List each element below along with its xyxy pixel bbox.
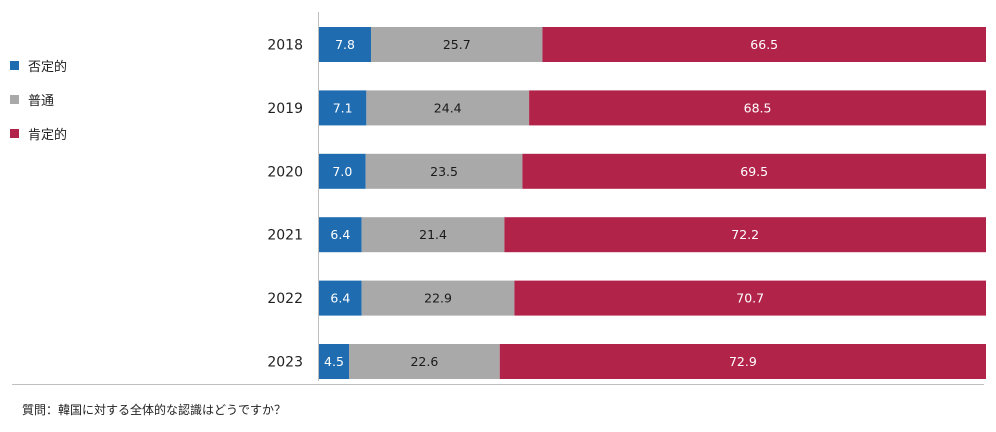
- bar-segment: [366, 90, 530, 126]
- bar-segment: [522, 153, 986, 189]
- bar-segment: [514, 280, 986, 316]
- y-tick-label: 2021: [267, 228, 303, 244]
- data-label: 68.5: [744, 100, 772, 115]
- data-label: 7.1: [333, 100, 353, 115]
- bar-segment: [361, 217, 505, 253]
- legend-swatch: [10, 60, 19, 70]
- bar-segment: [361, 280, 515, 316]
- bar-segment: [319, 217, 362, 253]
- data-label: 22.6: [410, 354, 438, 369]
- legend-label: 肯定的: [28, 127, 68, 143]
- y-tick-label: 2020: [267, 164, 303, 180]
- data-label: 22.9: [424, 291, 452, 306]
- data-label: 72.2: [731, 227, 759, 242]
- bar-segment: [529, 90, 986, 126]
- bar-segment: [319, 344, 350, 379]
- legend-swatch: [10, 94, 19, 104]
- legend-swatch: [10, 128, 19, 138]
- bar-segment: [319, 153, 366, 189]
- divider: [12, 384, 984, 385]
- bar-segment: [542, 27, 986, 62]
- y-tick-label: 2019: [267, 101, 303, 117]
- data-label: 7.8: [335, 37, 355, 52]
- bar-segment: [319, 90, 367, 126]
- data-label: 6.4: [330, 227, 350, 242]
- bar-segment: [371, 27, 543, 62]
- data-label: 69.5: [740, 164, 768, 179]
- bar-segment: [319, 27, 372, 62]
- y-tick-label: 2022: [267, 291, 303, 307]
- legend-item: 肯定的: [10, 116, 130, 150]
- bar-segment: [319, 280, 362, 316]
- y-tick-label: 2018: [267, 38, 303, 54]
- data-label: 66.5: [750, 37, 778, 52]
- data-label: 70.7: [736, 291, 764, 306]
- bar-segment: [504, 217, 986, 253]
- data-label: 25.7: [443, 37, 471, 52]
- bar-segment: [499, 344, 986, 379]
- data-label: 7.0: [332, 164, 352, 179]
- data-label: 23.5: [430, 164, 458, 179]
- data-label: 6.4: [330, 291, 350, 306]
- legend-label: 普通: [28, 93, 55, 109]
- y-tick-label: 2023: [267, 355, 303, 371]
- data-label: 21.4: [419, 227, 447, 242]
- legend-item: 普通: [10, 82, 130, 116]
- legend-item: 否定的: [10, 48, 130, 82]
- data-label: 4.5: [324, 354, 344, 369]
- bar-segment: [365, 153, 523, 189]
- data-label: 72.9: [729, 354, 757, 369]
- data-label: 24.4: [434, 100, 462, 115]
- bar-segment: [349, 344, 500, 379]
- legend: 否定的 普通 肯定的: [10, 48, 130, 150]
- legend-label: 否定的: [28, 59, 68, 75]
- question-caption: 質問：韓国に対する全体的な認識はどうですか？: [22, 403, 287, 417]
